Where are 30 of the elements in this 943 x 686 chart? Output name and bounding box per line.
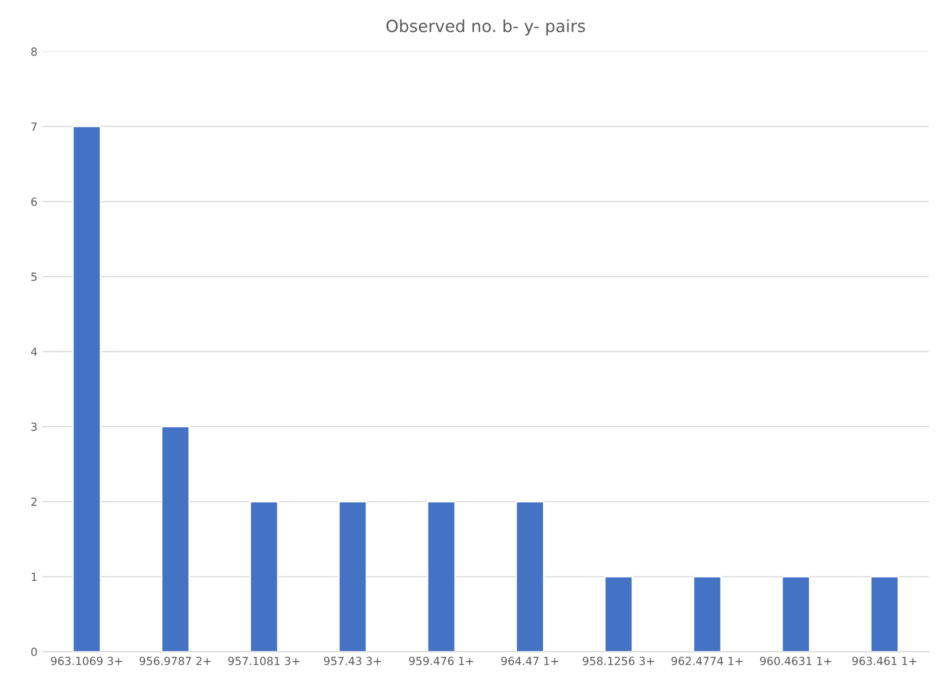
- x-tick-label: 957.1081 3+: [228, 656, 300, 666]
- bar: [426, 500, 456, 652]
- x-tick-label: 957.43 3+: [324, 656, 381, 666]
- x-tick-label: 956.9787 2+: [140, 656, 211, 666]
- y-tick-label: 7: [31, 122, 37, 131]
- bar: [338, 500, 368, 652]
- x-tick-label: 963.1069 3+: [50, 656, 122, 666]
- bar: [72, 126, 102, 652]
- bar: [250, 500, 278, 652]
- y-tick-label: 0: [31, 648, 37, 656]
- bar: [604, 576, 634, 652]
- x-tick-label: 959.476 1+: [409, 656, 474, 666]
- bar: [692, 576, 722, 652]
- x-tick-label: 962.4774 1+: [671, 656, 743, 666]
- x-tick-label: 958.1256 3+: [582, 656, 654, 666]
- x-tick-label: 960.4631 1+: [760, 656, 832, 666]
- y-tick-label: 3: [31, 422, 37, 431]
- x-tick-label: 963.461 1+: [852, 656, 916, 666]
- bar: [160, 426, 190, 652]
- y-tick-label: 2: [31, 498, 36, 506]
- y-tick-label: 8: [31, 47, 37, 56]
- y-tick-label: 5: [31, 272, 37, 281]
- bar: [870, 576, 899, 652]
- y-tick-label: 1: [32, 572, 37, 581]
- y-tick-label: 4: [31, 348, 37, 356]
- y-tick-label: 6: [31, 197, 37, 206]
- bar: [516, 500, 544, 652]
- x-tick-label: 964.47 1+: [501, 656, 558, 666]
- chart-title: Observed no. b- y- pairs: [386, 19, 585, 36]
- bar: [781, 576, 810, 652]
